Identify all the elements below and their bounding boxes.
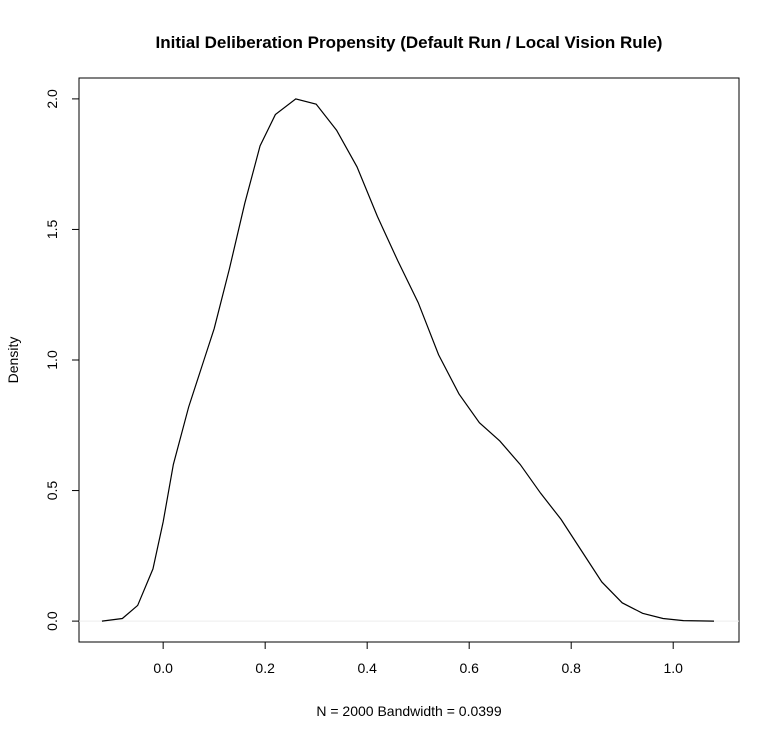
x-tick-label: 0.8 — [561, 660, 581, 676]
y-tick-label: 1.0 — [44, 350, 60, 370]
plot-frame — [78, 77, 740, 643]
y-tick-label: 2.0 — [44, 89, 60, 109]
x-axis-label: N = 2000 Bandwidth = 0.0399 — [316, 703, 501, 719]
x-tick-label: 0.2 — [255, 660, 275, 676]
density-line — [101, 98, 715, 622]
y-tick-label: 1.5 — [44, 220, 60, 240]
y-tick-label: 0.5 — [44, 481, 60, 501]
y-tick-label: 0.0 — [44, 611, 60, 631]
x-tick-label: 0.6 — [459, 660, 479, 676]
chart-title: Initial Deliberation Propensity (Default… — [156, 33, 663, 52]
x-tick-label: 0.4 — [357, 660, 377, 676]
x-tick-label: 1.0 — [663, 660, 683, 676]
y-axis-label: Density — [5, 337, 21, 384]
x-tick-label: 0.0 — [153, 660, 173, 676]
